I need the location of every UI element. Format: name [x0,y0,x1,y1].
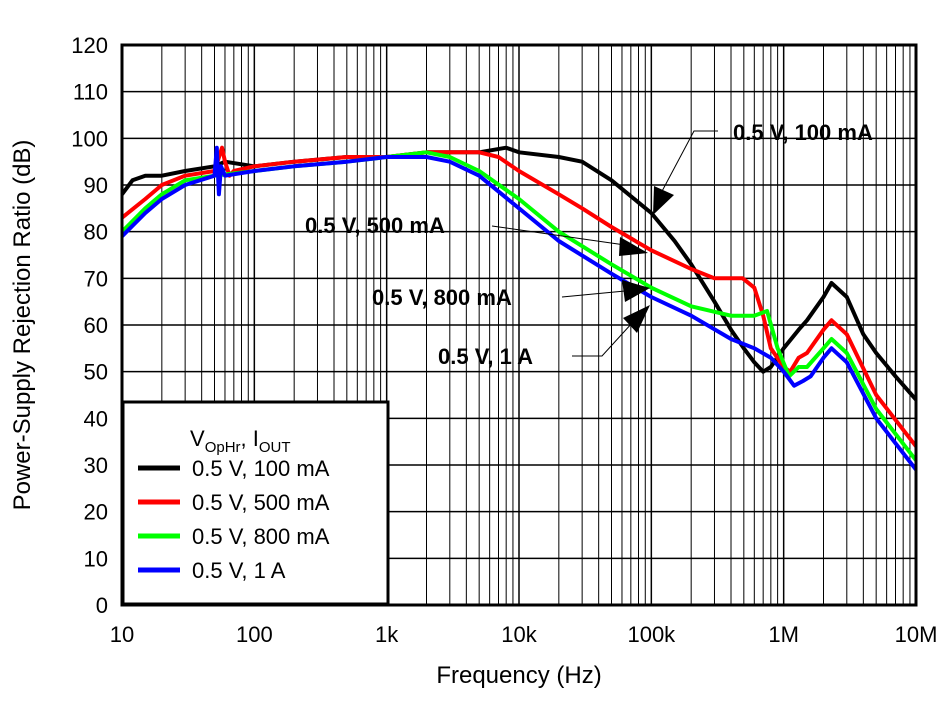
annotation-leader [572,321,634,357]
y-tick-label: 100 [71,126,108,151]
annotation-label: 0.5 V, 800 mA [372,285,512,310]
y-axis-label: Power-Supply Rejection Ratio (dB) [9,140,36,511]
annotation-arrowhead [653,186,674,215]
legend: VOpHr, IOUT 0.5 V, 100 mA 0.5 V, 500 mA 0.… [121,400,390,606]
annotation-label: 0.5 V, 100 mA [733,120,873,145]
x-tick-label: 1k [375,622,399,647]
annotation-leader [491,225,626,246]
y-tick-label: 40 [84,406,108,431]
y-tick-label: 60 [84,313,108,338]
plot-frame [120,43,918,607]
legend-label: 0.5 V, 800 mA [192,524,330,549]
y-tick-label: 20 [84,500,108,525]
annotation-leader [659,130,718,196]
y-tick-label: 0 [96,593,108,618]
series-lines [120,145,918,471]
x-tick-label: 10k [501,622,537,647]
legend-label: 0.5 V, 500 mA [192,490,330,515]
y-tick-label: 90 [84,173,108,198]
x-tick-label: 1M [768,622,799,647]
y-tick-label: 30 [84,453,108,478]
annotation-arrowhead [623,305,650,333]
x-tick-label: 100k [627,622,676,647]
x-tick-labels: 10 100 1k 10k 100k 1M 10M [110,622,938,647]
y-tick-label: 50 [84,360,108,385]
y-tick-label: 120 [71,33,108,58]
y-tick-labels: 0 10 20 30 40 50 60 70 80 90 100 110 120 [71,33,108,618]
legend-title: VOpHr, IOUT [190,426,291,456]
annotation-1a: 0.5 V, 1 A [438,305,650,369]
y-tick-label: 10 [84,546,108,571]
annotation-leader [561,290,626,298]
x-tick-label: 10 [110,622,134,647]
annotations: 0.5 V, 100 mA 0.5 V, 500 mA 0.5 V, 800 m… [305,120,873,369]
series-line-4 [120,145,918,471]
annotation-500ma: 0.5 V, 500 mA [305,213,648,256]
y-tick-label: 80 [84,220,108,245]
legend-label: 0.5 V, 100 mA [192,456,330,481]
annotation-label: 0.5 V, 1 A [438,344,533,369]
annotation-arrowhead [622,280,650,302]
x-tick-label: 100 [236,622,273,647]
legend-label: 0.5 V, 1 A [192,558,286,583]
annotation-arrowhead [619,237,648,256]
x-tick-label: 10M [895,622,938,647]
y-tick-label: 110 [73,80,108,105]
annotation-100ma: 0.5 V, 100 mA [653,120,873,215]
annotation-800ma: 0.5 V, 800 mA [372,280,650,310]
annotation-label: 0.5 V, 500 mA [305,213,445,238]
x-axis-label: Frequency (Hz) [436,662,601,689]
y-tick-label: 70 [84,266,108,291]
series-line-2 [120,145,918,448]
